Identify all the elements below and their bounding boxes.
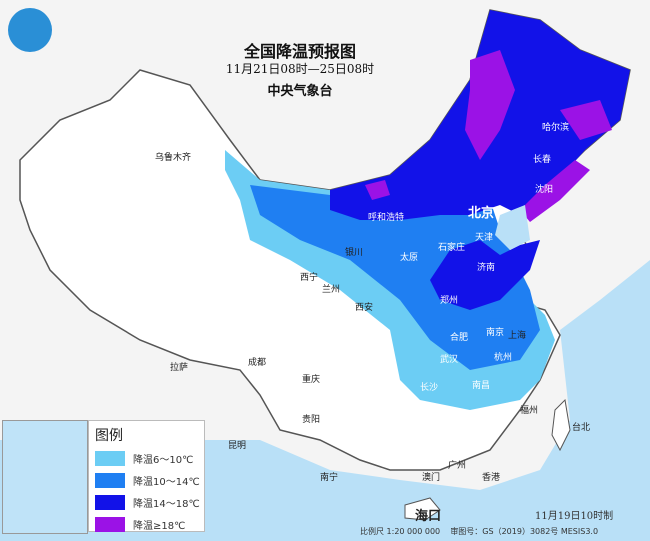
city-label: 呼和浩特: [368, 213, 405, 223]
legend-item: 降温10～14℃: [95, 469, 204, 491]
city-label: 南京: [486, 328, 505, 338]
city-label: 济南: [477, 263, 496, 273]
city-label: 长沙: [420, 383, 439, 393]
city-label: 海口: [415, 509, 442, 524]
city-label: 南昌: [472, 381, 491, 391]
hainan-island: [404, 497, 441, 521]
zone-18-a: [465, 50, 515, 160]
legend: 图例 降温6～10℃ 降温10～14℃ 降温14～18℃ 降温≥18℃: [88, 420, 205, 532]
city-label: 武汉: [440, 355, 459, 365]
legend-title: 图例: [95, 428, 123, 444]
zone-18-c: [520, 160, 590, 222]
city-label: 北京: [468, 206, 495, 221]
city-label: 成都: [248, 358, 267, 368]
city-label: 贵阳: [302, 415, 321, 425]
city-label: 杭州: [494, 353, 513, 363]
taiwan-island: [551, 398, 571, 452]
city-label: 福州: [520, 406, 539, 416]
city-label: 兰州: [322, 285, 341, 295]
city-label: 天津: [475, 233, 494, 243]
legend-item: 降温6～10℃: [95, 447, 204, 469]
legend-item: 降温≥18℃: [95, 513, 204, 535]
city-label: 澳门: [422, 473, 441, 483]
zone-10-14: [250, 185, 540, 370]
city-label: 拉萨: [170, 363, 189, 373]
bohai-sea: [495, 205, 530, 250]
map-title: 全国降温预报图: [243, 42, 356, 61]
city-label: 长春: [533, 155, 552, 165]
zone-18-d: [365, 180, 390, 200]
city-label: 上海: [508, 331, 527, 341]
city-label: 石家庄: [438, 243, 466, 253]
city-label: 香港: [482, 473, 501, 483]
city-label: 台北: [572, 423, 591, 433]
city-label: 合肥: [450, 333, 469, 343]
city-label: 乌鲁木齐: [155, 153, 192, 163]
forecast-period: 11月21日08时—25日08时: [225, 62, 375, 76]
city-label: 西宁: [300, 273, 319, 283]
cma-logo: [8, 8, 52, 52]
city-label: 昆明: [228, 441, 247, 451]
issuer: 中央气象台: [267, 84, 333, 99]
city-label: 哈尔滨: [542, 123, 570, 133]
zone-18-b: [560, 100, 612, 140]
issued-time: 11月19日10时制: [535, 511, 614, 522]
zone-14-18-shandong: [430, 240, 540, 310]
approval-number: 审图号：GS（2019）3082号 MESIS3.0: [450, 527, 599, 536]
city-label: 沈阳: [535, 185, 554, 195]
south-china-sea-inset: [2, 420, 88, 534]
scale: 比例尺 1:20 000 000: [360, 527, 441, 536]
city-label: 郑州: [440, 296, 459, 306]
city-label: 太原: [400, 253, 419, 263]
city-label: 南宁: [320, 473, 339, 483]
city-label: 西安: [355, 303, 374, 313]
legend-item: 降温14～18℃: [95, 491, 204, 513]
city-label: 广州: [448, 461, 467, 471]
city-label: 重庆: [302, 375, 321, 385]
city-label: 银川: [345, 248, 364, 258]
footer: 比例尺 1:20 000 000 审图号：GS（2019）3082号 MESIS…: [360, 526, 598, 537]
